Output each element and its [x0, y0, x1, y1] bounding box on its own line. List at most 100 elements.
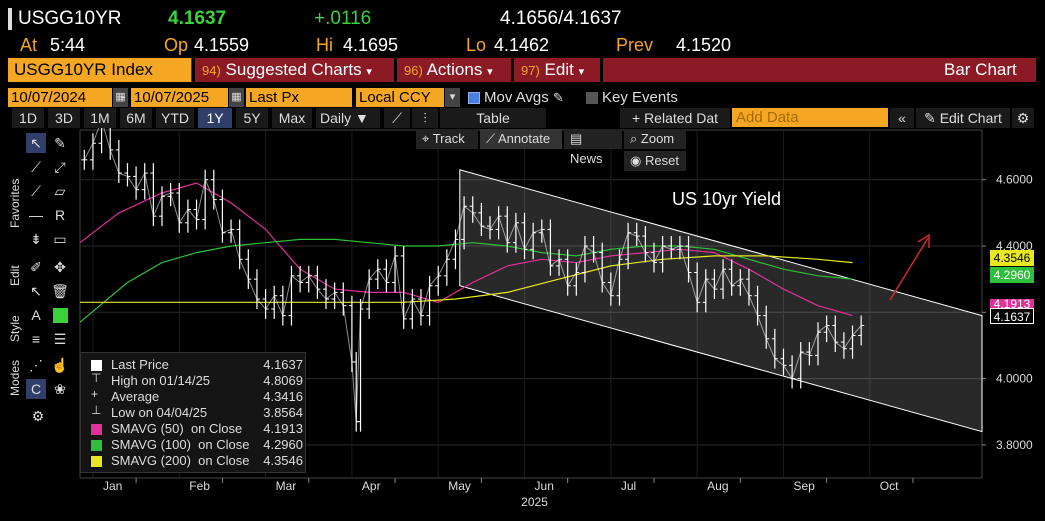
- calendar-icon[interactable]: ▦: [229, 88, 244, 107]
- period-tab-1d[interactable]: 1D: [12, 108, 44, 128]
- divider: [511, 58, 514, 82]
- edit-label: Edit: [544, 60, 574, 79]
- crosshair-icon: ⌖: [422, 131, 430, 146]
- edit-menu[interactable]: 97) Edit ▾: [515, 58, 599, 82]
- actions-menu[interactable]: 96) Actions ▾: [398, 58, 510, 82]
- interval-select[interactable]: Daily ▼: [316, 108, 380, 128]
- period-tab-5y[interactable]: 5Y: [236, 108, 268, 128]
- brush-icon[interactable]: ✐: [30, 259, 42, 275]
- trend-channel: [459, 169, 983, 433]
- collapse-button[interactable]: «: [890, 108, 914, 128]
- period-tab-max[interactable]: Max: [272, 108, 312, 128]
- trendline-icon[interactable]: ⟋: [31, 159, 41, 175]
- at-label: At: [20, 35, 38, 55]
- table-label: Table: [476, 110, 510, 126]
- edit-num: 97): [521, 63, 540, 78]
- legend-value: 4.3546: [263, 453, 303, 468]
- edit-chart-button[interactable]: ✎ Edit Chart: [916, 108, 1010, 128]
- period-tab-ytd[interactable]: YTD: [156, 108, 194, 128]
- zoom-button[interactable]: ⌕ Zoom: [624, 129, 686, 149]
- double-chevron-left-icon: «: [898, 110, 906, 126]
- security-field[interactable]: USGG10YR Index: [8, 58, 191, 82]
- legend: Last Price 4.1637 ⊤ High on 01/14/25 4.8…: [80, 352, 306, 473]
- ray-icon[interactable]: ⤢: [54, 159, 66, 175]
- reset-icon: ◉: [630, 153, 642, 168]
- rectangle-icon[interactable]: ▭: [53, 231, 67, 247]
- prev-label: Prev: [616, 35, 654, 55]
- table-button[interactable]: Table: [440, 108, 546, 128]
- start-date-input[interactable]: 10/07/2024: [8, 88, 112, 107]
- x-tick-label: Feb: [189, 479, 210, 493]
- x-axis-year-label: 2025: [521, 495, 548, 509]
- period-tab-3d[interactable]: 3D: [48, 108, 80, 128]
- font-icon[interactable]: A: [31, 307, 41, 323]
- line-chart-icon: ⟋: [392, 110, 402, 126]
- move-icon[interactable]: ✥: [54, 259, 66, 275]
- legend-row-last: Last Price 4.1637: [87, 357, 303, 373]
- legend-label: SMAVG (50) on Close: [111, 421, 243, 436]
- legend-label: SMAVG (200) on Close: [111, 453, 250, 468]
- horizontal-line-icon[interactable]: —: [29, 207, 43, 223]
- text-tool-icon[interactable]: R: [54, 207, 66, 223]
- trash-icon[interactable]: 🗑: [51, 283, 69, 299]
- news-label: News: [570, 151, 603, 166]
- caret-down-icon[interactable]: ▾: [445, 88, 460, 107]
- pointer-plus-icon[interactable]: ☝: [51, 357, 69, 373]
- mov-avgs-toggle[interactable]: Mov Avgs ✎: [468, 89, 564, 106]
- prev-value: 4.1520: [676, 35, 732, 55]
- related-label: + Related Dat: [632, 110, 718, 126]
- calendar-icon[interactable]: ▦: [113, 88, 128, 107]
- suggested-charts-menu[interactable]: 94) Suggested Charts ▾: [196, 58, 392, 82]
- settings-button[interactable]: ⚙: [1012, 108, 1034, 128]
- quote-header: USGG10YR 4.1637 +.0116 4.1656/4.1637: [8, 8, 668, 32]
- actions-label: Actions: [426, 60, 483, 79]
- line-weight-icon[interactable]: ≡: [31, 331, 41, 347]
- sma200-price-tag: 4.3546: [990, 250, 1034, 266]
- series-line-smavg-50-: [79, 182, 853, 317]
- series-line-last-price: [83, 128, 862, 422]
- legend-value: 4.8069: [263, 373, 303, 388]
- legend-row-average: + Average 4.3416: [87, 387, 303, 405]
- legend-row-high: ⊤ High on 01/14/25 4.8069: [87, 371, 303, 389]
- annotate-button[interactable]: ⟋ Annotate: [480, 129, 562, 149]
- segment-icon[interactable]: ⟋: [31, 183, 41, 199]
- line-style-icon[interactable]: ☰: [53, 331, 67, 347]
- annotate-icon: ⟋: [486, 131, 496, 146]
- low-value: 4.1462: [494, 35, 550, 55]
- cursor-icon[interactable]: ↖: [26, 133, 46, 153]
- legend-row-sma50: SMAVG (50) on Close 4.1913: [87, 421, 303, 437]
- series-line-smavg-200-: [80, 255, 853, 303]
- period-tab-1y[interactable]: 1Y: [198, 108, 232, 128]
- suggested-num: 94): [202, 63, 221, 78]
- news-button[interactable]: ▤ News: [564, 129, 622, 166]
- key-events-toggle[interactable]: Key Events: [586, 89, 678, 106]
- checkbox-checked-icon: [468, 92, 480, 105]
- period-tab-1m[interactable]: 1M: [84, 108, 116, 128]
- select-icon[interactable]: ↖: [30, 283, 42, 299]
- legend-label: High on 01/14/25: [111, 373, 211, 388]
- channel-icon[interactable]: ▱: [54, 183, 66, 199]
- pen-tool-icon[interactable]: ✎: [54, 135, 66, 151]
- fib-icon[interactable]: ⇟: [30, 231, 42, 247]
- price-field-select[interactable]: Last Px: [246, 88, 352, 107]
- x-tick-label: Jan: [103, 479, 122, 493]
- color-swatch-icon[interactable]: [53, 308, 68, 323]
- magnet-icon[interactable]: C: [26, 379, 46, 399]
- period-tab-6m[interactable]: 6M: [120, 108, 152, 128]
- line-chart-tool[interactable]: ⟋: [384, 108, 410, 128]
- y-tick-label: 4.6000: [996, 173, 1033, 187]
- add-data-input[interactable]: Add Data: [732, 108, 888, 127]
- suggested-label: Suggested Charts: [225, 60, 362, 79]
- track-button[interactable]: ⌖ Track: [416, 129, 478, 149]
- gear-icon[interactable]: ⚙: [31, 408, 45, 424]
- currency-select[interactable]: Local CCY: [356, 88, 444, 107]
- dotted-line-icon[interactable]: ⋰: [29, 357, 43, 373]
- reset-button[interactable]: ◉ Reset: [624, 151, 686, 171]
- pencil-icon[interactable]: ✎: [552, 90, 564, 105]
- end-date-input[interactable]: 10/07/2025: [131, 88, 228, 107]
- palette-icon[interactable]: ❀: [54, 381, 66, 397]
- related-data-button[interactable]: + Related Dat: [620, 108, 730, 128]
- legend-swatch: [91, 440, 102, 451]
- last-price: 4.1637: [168, 8, 227, 29]
- bar-style-tool[interactable]: ⫶: [412, 108, 438, 128]
